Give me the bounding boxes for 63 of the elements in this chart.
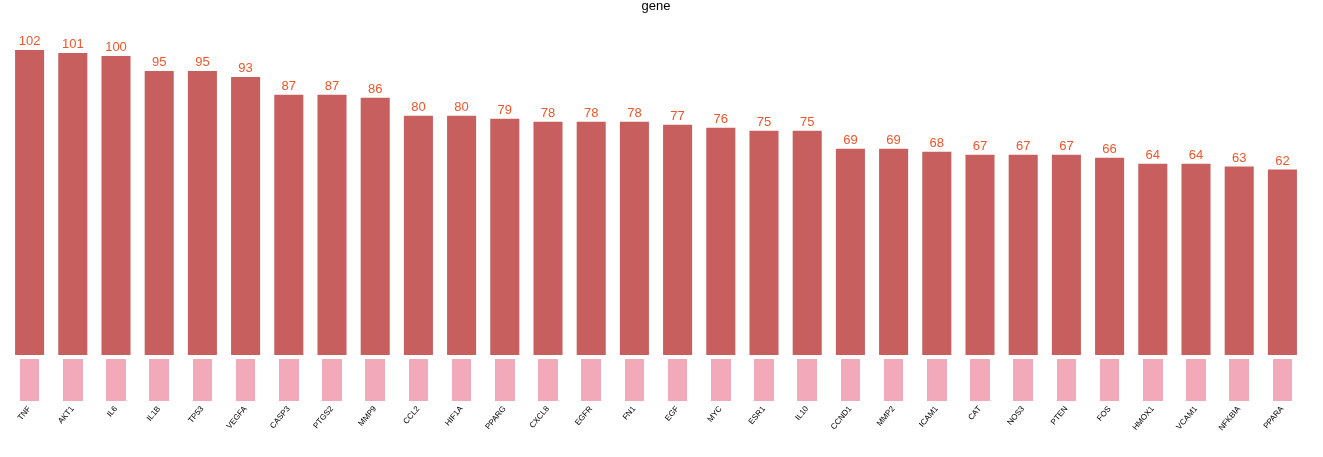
bar — [1008, 154, 1038, 355]
data-label: 69 — [843, 131, 858, 147]
bar — [1095, 157, 1125, 355]
data-label: 67 — [1015, 137, 1031, 153]
bar — [1138, 163, 1168, 355]
bar — [231, 76, 261, 355]
data-label: 102 — [18, 33, 41, 48]
data-label: 66 — [1102, 140, 1117, 156]
bar — [187, 70, 217, 355]
bar — [879, 148, 909, 355]
data-label: 87 — [324, 77, 340, 93]
bar — [1181, 163, 1211, 355]
bar — [922, 151, 952, 355]
data-label: 80 — [411, 98, 426, 114]
data-label: 77 — [670, 107, 685, 123]
data-label: 86 — [367, 80, 383, 96]
bar — [1267, 169, 1297, 355]
bar — [663, 124, 693, 355]
bar — [749, 130, 779, 355]
data-label: 101 — [61, 35, 84, 51]
data-label: 64 — [1145, 146, 1161, 162]
data-label: 78 — [540, 104, 556, 120]
bar — [144, 70, 174, 355]
bar — [360, 97, 390, 355]
data-label: 87 — [281, 77, 297, 93]
x-tick-label: FN1 — [620, 403, 638, 422]
chart-title: gene — [641, 0, 671, 13]
bar — [15, 50, 45, 355]
data-label: 95 — [195, 53, 210, 69]
x-tick-label: IL6 — [105, 403, 120, 419]
data-label: 64 — [1188, 146, 1204, 162]
bar — [965, 154, 995, 355]
data-label: 63 — [1231, 149, 1247, 165]
bar — [58, 52, 88, 355]
bar — [835, 148, 865, 355]
data-label: 67 — [972, 137, 988, 153]
bar — [490, 118, 520, 355]
bar — [101, 55, 131, 355]
data-label: 76 — [713, 110, 729, 126]
bar — [792, 130, 822, 355]
bar — [274, 94, 304, 355]
data-label: 67 — [1059, 137, 1074, 153]
data-label: 78 — [627, 104, 642, 120]
bar — [1051, 154, 1081, 355]
bar — [706, 127, 736, 355]
bar — [403, 115, 433, 355]
bar — [317, 94, 347, 355]
data-label: 95 — [151, 53, 167, 69]
bar — [619, 121, 649, 355]
data-label: 93 — [238, 59, 253, 75]
bar — [1224, 166, 1254, 355]
bar — [447, 115, 477, 355]
data-label: 80 — [454, 98, 469, 114]
data-label: 100 — [105, 38, 127, 54]
bar — [576, 121, 606, 355]
data-label: 69 — [886, 131, 901, 147]
data-label: 62 — [1275, 152, 1290, 168]
data-label: 79 — [497, 101, 513, 117]
data-label: 75 — [756, 113, 772, 129]
data-label: 78 — [583, 104, 599, 120]
bar — [533, 121, 563, 355]
data-label: 68 — [929, 134, 945, 150]
data-label: 75 — [799, 113, 815, 129]
